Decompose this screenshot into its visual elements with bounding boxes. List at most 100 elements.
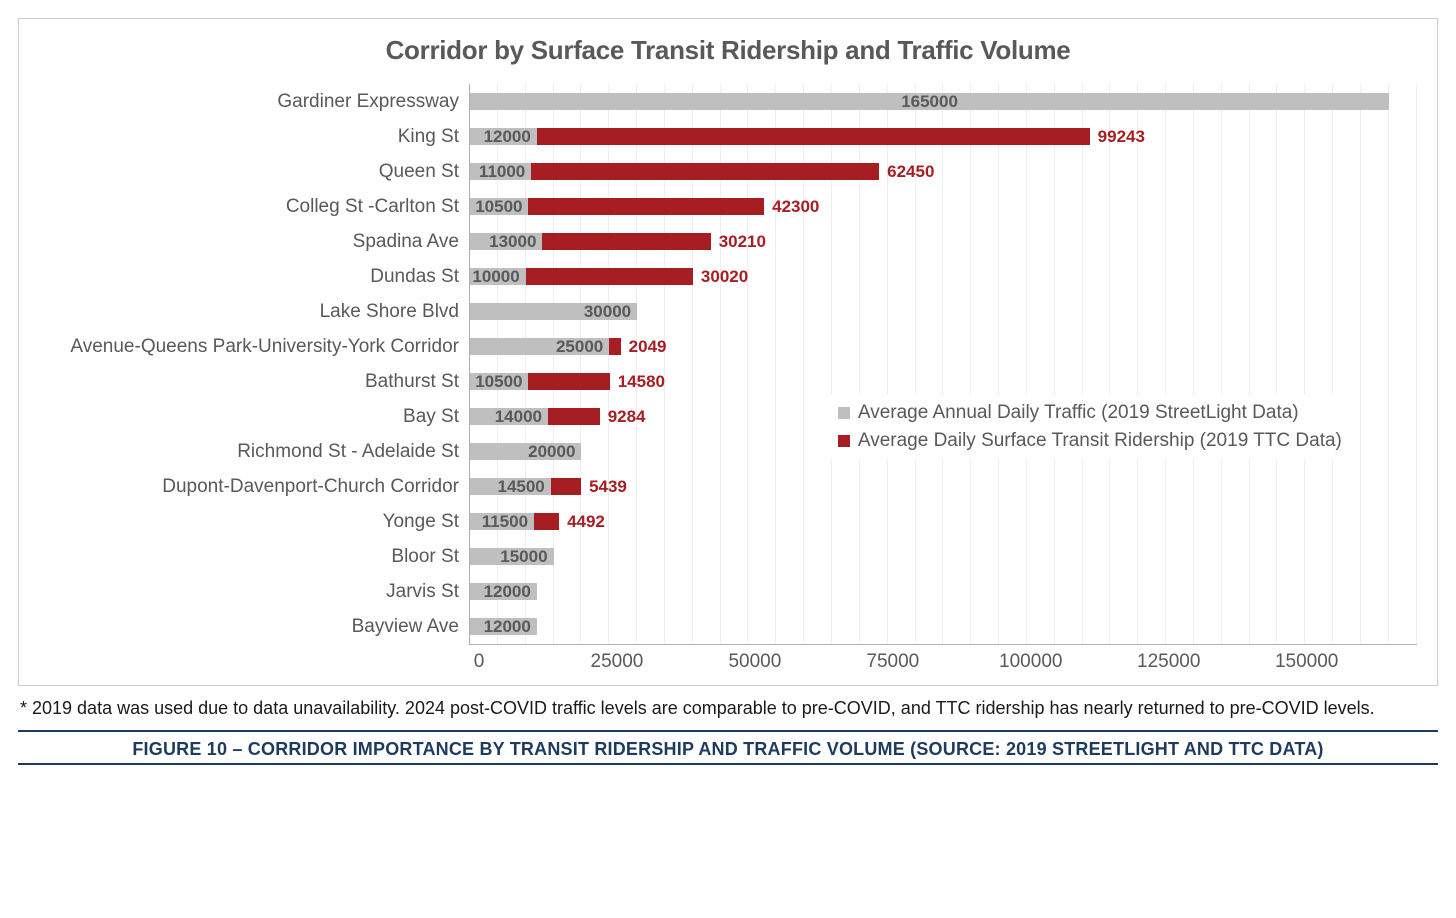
- bar-transit: 14580: [528, 373, 609, 390]
- bar-traffic: 12000: [470, 128, 537, 145]
- x-axis-tick: 25000: [591, 651, 644, 673]
- chart-row: 10000 30020: [470, 259, 1417, 294]
- y-axis-label: Dupont-Davenport-Church Corridor: [39, 469, 459, 504]
- chart-body: Gardiner ExpresswayKing StQueen StColleg…: [39, 84, 1417, 645]
- bar-value-transit: 9284: [608, 407, 646, 427]
- chart-frame: Corridor by Surface Transit Ridership an…: [18, 18, 1438, 686]
- legend-swatch: [838, 435, 850, 447]
- y-axis-label: Jarvis St: [39, 574, 459, 609]
- legend-label: Average Annual Daily Traffic (2019 Stree…: [858, 399, 1299, 427]
- bar-value-traffic: 12000: [484, 127, 531, 147]
- x-axis-tick: 150000: [1275, 651, 1338, 673]
- chart-row: 11500 4492: [470, 504, 1417, 539]
- bar-value-transit: 5439: [589, 477, 627, 497]
- bar-value-traffic: 15000: [500, 547, 547, 567]
- y-axis-label: Gardiner Expressway: [39, 84, 459, 119]
- bar-transit: 2049: [609, 338, 620, 355]
- y-axis-label: Bayview Ave: [39, 609, 459, 644]
- y-axis-label: Bay St: [39, 399, 459, 434]
- bar-traffic: 20000: [470, 443, 581, 460]
- y-axis-label: Lake Shore Blvd: [39, 294, 459, 329]
- bar-value-transit: 4492: [567, 512, 605, 532]
- bar-transit: 30210: [542, 233, 710, 250]
- bar-value-traffic: 11000: [479, 162, 525, 182]
- bar-traffic: 25000: [470, 338, 609, 355]
- chart-row: 10500 14580: [470, 364, 1417, 399]
- bar-value-transit: 30210: [719, 232, 766, 252]
- bar-value-transit: 30020: [701, 267, 748, 287]
- chart-row: 12000 99243: [470, 119, 1417, 154]
- bar-value-traffic: 12000: [484, 617, 531, 637]
- bar-transit: 5439: [551, 478, 581, 495]
- x-axis-tick: 125000: [1137, 651, 1200, 673]
- legend-label: Average Daily Surface Transit Ridership …: [858, 427, 1342, 455]
- y-axis-label: Queen St: [39, 154, 459, 189]
- caption-top-rule: [18, 730, 1438, 732]
- bar-value-traffic: 11500: [482, 512, 528, 532]
- y-axis-label: Avenue-Queens Park-University-York Corri…: [39, 329, 459, 364]
- bar-traffic: 14000: [470, 408, 548, 425]
- bar-traffic: 11000: [470, 163, 531, 180]
- y-axis-label: Dundas St: [39, 259, 459, 294]
- legend-item: Average Daily Surface Transit Ridership …: [838, 427, 1342, 455]
- x-axis-tick: 75000: [866, 651, 919, 673]
- chart-row: 10500 42300: [470, 189, 1417, 224]
- bar-value-transit: 42300: [772, 197, 819, 217]
- bar-value-traffic: 12000: [484, 582, 531, 602]
- chart-row: 12000: [470, 574, 1417, 609]
- bar-value-traffic: 14500: [497, 477, 544, 497]
- bar-traffic: 13000: [470, 233, 542, 250]
- chart-row: 11000 62450: [470, 154, 1417, 189]
- y-axis-label: Spadina Ave: [39, 224, 459, 259]
- bar-traffic: 30000: [470, 303, 637, 320]
- figure-caption: FIGURE 10 – CORRIDOR IMPORTANCE BY TRANS…: [18, 734, 1438, 765]
- bar-traffic: 11500: [470, 513, 534, 530]
- bar-transit: 4492: [534, 513, 559, 530]
- chart-title: Corridor by Surface Transit Ridership an…: [39, 35, 1417, 66]
- bar-transit: 99243: [537, 128, 1090, 145]
- bars-container: 165000 12000 99243 11000 62450 10500 42300 1300…: [470, 84, 1417, 644]
- y-axis-label: King St: [39, 119, 459, 154]
- bar-value-traffic: 10000: [472, 267, 519, 287]
- bar-value-traffic: 10500: [475, 197, 522, 217]
- bar-value-transit: 2049: [629, 337, 667, 357]
- chart-row: 25000 2049: [470, 329, 1417, 364]
- bar-traffic: 10500: [470, 198, 528, 215]
- y-axis-labels: Gardiner ExpresswayKing StQueen StColleg…: [39, 84, 469, 645]
- bar-value-transit: 62450: [887, 162, 934, 182]
- legend-item: Average Annual Daily Traffic (2019 Stree…: [838, 399, 1342, 427]
- bar-transit: 30020: [526, 268, 693, 285]
- chart-row: 165000: [470, 84, 1417, 119]
- bar-value-transit: 99243: [1098, 127, 1145, 147]
- bar-value-traffic: 20000: [528, 442, 575, 462]
- x-axis-tick: 50000: [728, 651, 781, 673]
- plot-area: 165000 12000 99243 11000 62450 10500 42300 1300…: [469, 84, 1417, 645]
- bar-value-traffic: 30000: [584, 302, 631, 322]
- legend-swatch: [838, 407, 850, 419]
- x-axis-tick: 0: [474, 651, 485, 673]
- bar-value-traffic: 165000: [901, 92, 958, 112]
- x-axis: 0250005000075000100000125000150000: [479, 645, 1417, 675]
- x-axis-tick: 100000: [999, 651, 1062, 673]
- bar-traffic: 12000: [470, 618, 537, 635]
- bar-transit: 42300: [528, 198, 764, 215]
- chart-row: 15000: [470, 539, 1417, 574]
- bar-traffic: 10500: [470, 373, 528, 390]
- chart-row: 12000: [470, 609, 1417, 644]
- legend: Average Annual Daily Traffic (2019 Stree…: [830, 395, 1350, 459]
- y-axis-label: Bathurst St: [39, 364, 459, 399]
- y-axis-label: Richmond St - Adelaide St: [39, 434, 459, 469]
- bar-transit: 62450: [531, 163, 879, 180]
- bar-value-traffic: 10500: [475, 372, 522, 392]
- bar-value-traffic: 14000: [495, 407, 542, 427]
- bar-transit: 9284: [548, 408, 600, 425]
- bar-traffic: 14500: [470, 478, 551, 495]
- bar-value-traffic: 25000: [556, 337, 603, 357]
- chart-row: 14500 5439: [470, 469, 1417, 504]
- bar-traffic: 165000: [470, 93, 1389, 110]
- bar-traffic: 15000: [470, 548, 554, 565]
- y-axis-label: Colleg St -Carlton St: [39, 189, 459, 224]
- bar-value-transit: 14580: [618, 372, 665, 392]
- bar-traffic: 12000: [470, 583, 537, 600]
- chart-row: 1300030210: [470, 224, 1417, 259]
